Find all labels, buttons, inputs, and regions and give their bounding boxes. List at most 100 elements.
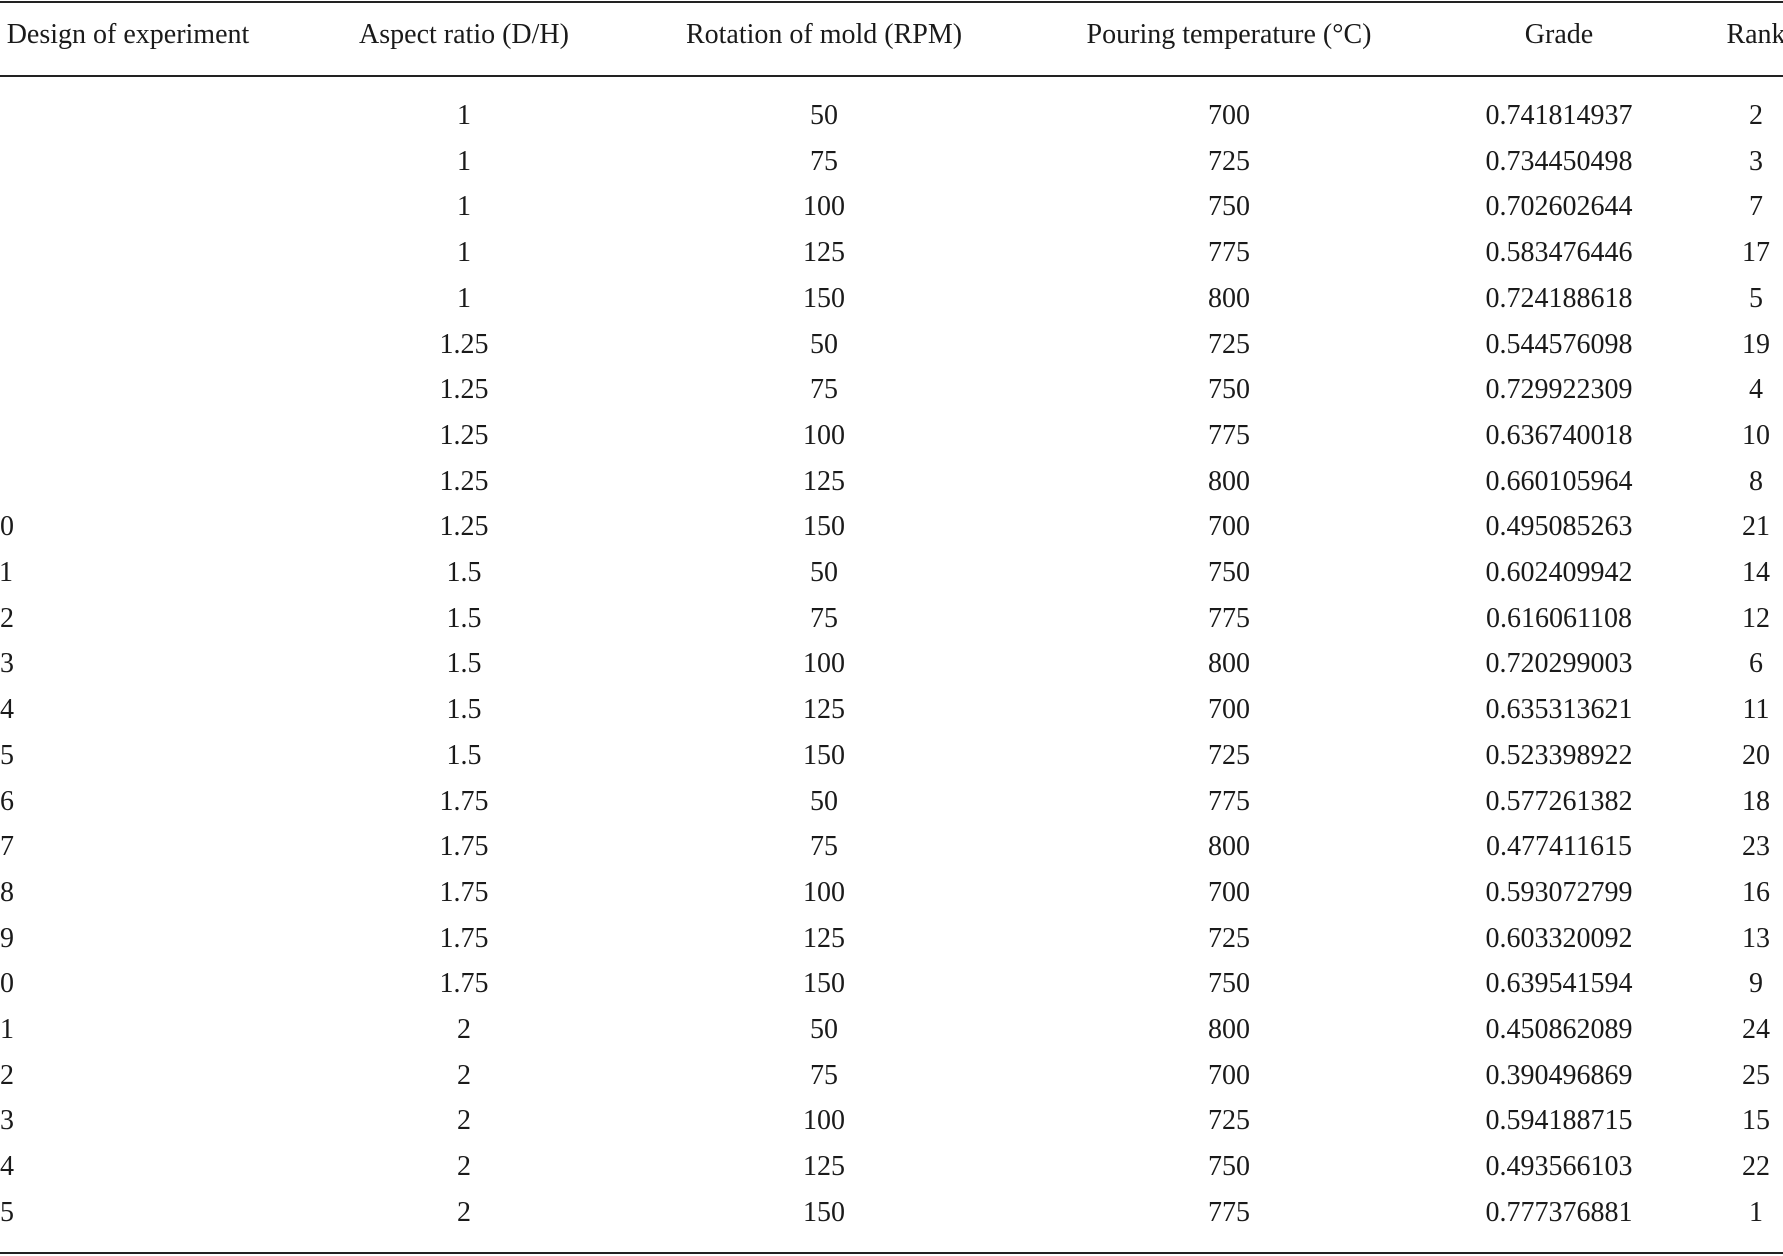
- cell: 50: [810, 1014, 838, 1045]
- cell: 0.390496869: [1485, 1059, 1633, 1091]
- cell: 7: [1749, 191, 1763, 223]
- cell: 10: [0, 511, 14, 543]
- cell: 0.495085263: [1485, 511, 1633, 543]
- cell: 8: [1749, 465, 1763, 497]
- cell: 775: [1208, 419, 1250, 451]
- cell: 800: [1208, 648, 1250, 680]
- cell: 0.741814937: [1485, 100, 1633, 131]
- cell: 14: [1742, 557, 1770, 588]
- cell: 1.5: [446, 694, 482, 726]
- cell: 725: [1208, 922, 1250, 954]
- cell: 150: [803, 511, 845, 543]
- cell: 18: [0, 876, 14, 908]
- cell: 1.25: [439, 511, 489, 543]
- cell: 2: [457, 1196, 471, 1228]
- cell: 1.5: [446, 648, 482, 680]
- column-header: Rotation of mold (RPM): [685, 19, 963, 50]
- cell: 20: [0, 968, 14, 1000]
- cell: 750: [1208, 557, 1250, 588]
- cell: 750: [1208, 374, 1250, 406]
- cell: 0.635313621: [1485, 694, 1633, 726]
- cell: 725: [1208, 739, 1250, 771]
- cell: 125: [803, 465, 845, 497]
- cell: 800: [1208, 282, 1250, 314]
- cell: 0.523398922: [1485, 739, 1633, 771]
- cell: 800: [1208, 1014, 1250, 1045]
- cell: 12: [0, 602, 14, 634]
- cell: 700: [1208, 511, 1250, 543]
- bottom-rule: [0, 1252, 1783, 1254]
- cell: 0.702602644: [1485, 191, 1633, 223]
- cell: 17: [1742, 237, 1770, 269]
- cell: 775: [1208, 602, 1250, 634]
- column-header: Design of experiment: [6, 19, 250, 50]
- cell: 75: [810, 145, 838, 177]
- cell: 0.729922309: [1485, 374, 1633, 406]
- cell: 100: [803, 419, 845, 451]
- top-rule: [0, 1, 1783, 3]
- cell: 23: [0, 1105, 14, 1137]
- cell: 750: [1208, 1151, 1250, 1183]
- cell: 150: [803, 739, 845, 771]
- cell: 775: [1208, 237, 1250, 269]
- cell: 0.603320092: [1485, 922, 1633, 954]
- header-rule: [0, 75, 1783, 77]
- cell: 150: [803, 282, 845, 314]
- cell: 50: [810, 100, 838, 131]
- cell: 13: [0, 648, 14, 680]
- cell: 14: [0, 694, 14, 726]
- column-header: Aspect ratio (D/H): [359, 19, 569, 50]
- cell: 5: [1749, 282, 1763, 314]
- cell: 9: [1749, 968, 1763, 1000]
- cell: 0.477411615: [1486, 831, 1632, 863]
- cell: 17: [0, 831, 14, 863]
- cell: 21: [1742, 511, 1770, 543]
- cell: 0.450862089: [1485, 1014, 1633, 1045]
- cell: 1.25: [439, 328, 489, 360]
- cell: 0.734450498: [1485, 145, 1633, 177]
- cell: 3: [1749, 145, 1763, 177]
- cell: 75: [810, 831, 838, 863]
- cell: 700: [1208, 694, 1250, 726]
- cell: 22: [0, 1059, 14, 1091]
- cell: 16: [0, 785, 14, 817]
- cell: 10: [1742, 419, 1770, 451]
- cell: 775: [1208, 785, 1250, 817]
- cell: 1: [457, 145, 471, 177]
- cell: 725: [1208, 145, 1250, 177]
- cell: 1: [457, 282, 471, 314]
- cell: 1.25: [439, 465, 489, 497]
- cell: 1.75: [439, 922, 489, 954]
- cell: 100: [803, 876, 845, 908]
- cell: 750: [1208, 191, 1250, 223]
- cell: 11: [1742, 694, 1770, 726]
- cell: 0.660105964: [1485, 465, 1633, 497]
- cell: 4: [1749, 374, 1763, 406]
- cell: 1.75: [439, 785, 489, 817]
- cell: 100: [803, 191, 845, 223]
- cell: 0.616061108: [1486, 602, 1632, 634]
- cell: 125: [803, 694, 845, 726]
- cell: 0.577261382: [1485, 785, 1633, 817]
- cell: 50: [810, 557, 838, 588]
- cell: 1: [457, 237, 471, 269]
- cell: 1.5: [446, 557, 482, 588]
- cell: 2: [457, 1105, 471, 1137]
- cell: 19: [1742, 328, 1770, 360]
- cell: 15: [0, 739, 14, 771]
- cell: 19: [0, 922, 14, 954]
- cell: 23: [1742, 831, 1770, 863]
- cell: 125: [803, 922, 845, 954]
- cell: 13: [1742, 922, 1770, 954]
- cell: 21: [0, 1014, 14, 1045]
- cell: 750: [1208, 968, 1250, 1000]
- cell: 1.75: [439, 831, 489, 863]
- cell: 100: [803, 648, 845, 680]
- cell: 0.720299003: [1485, 648, 1633, 680]
- cell: 15: [1742, 1105, 1770, 1137]
- cell: 1: [457, 191, 471, 223]
- cell: 0.593072799: [1485, 876, 1633, 908]
- cell: 12: [1742, 602, 1770, 634]
- column-header: Grade: [1524, 19, 1594, 50]
